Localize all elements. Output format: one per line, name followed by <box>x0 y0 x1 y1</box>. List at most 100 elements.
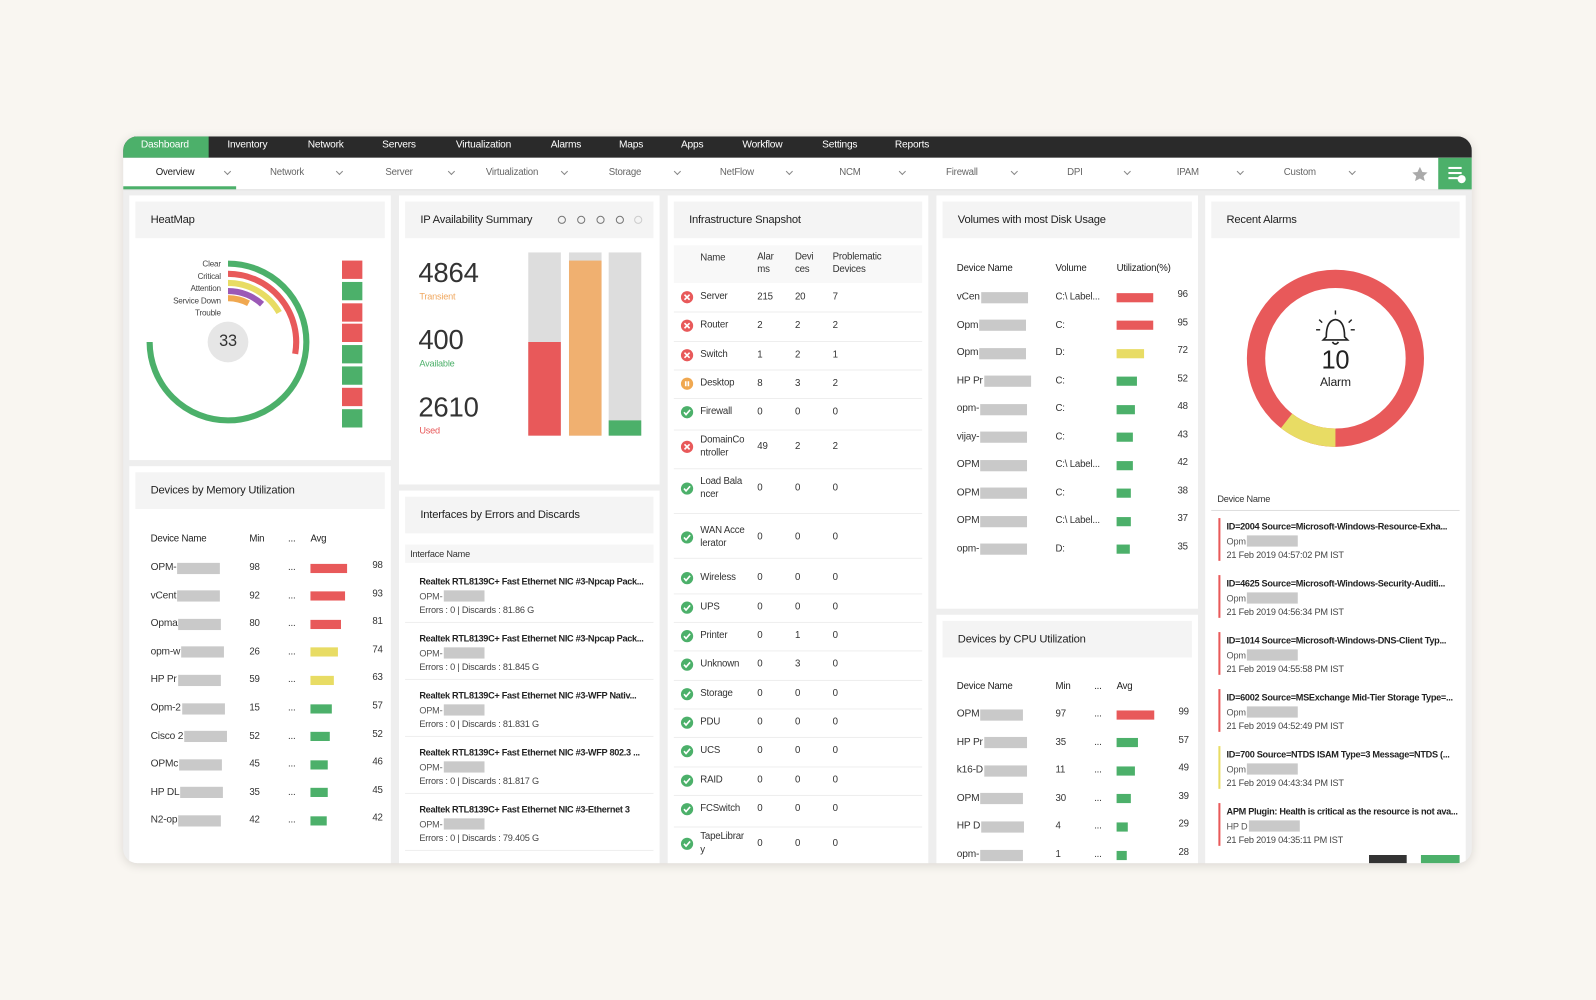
sub-nav-tab[interactable]: Custom <box>1283 166 1316 179</box>
utilization-value: 52 <box>1177 373 1188 385</box>
device-type: UCS <box>700 744 721 757</box>
nav-tab[interactable]: Dashboard <box>140 139 189 151</box>
sub-nav-tab[interactable]: Firewall <box>946 166 978 179</box>
avg-value: 42 <box>372 812 383 824</box>
nav-tab[interactable]: Servers <box>382 139 416 151</box>
sub-nav-tab[interactable]: Overview <box>155 166 195 179</box>
min-value: 92 <box>249 589 260 602</box>
avg-value: 57 <box>372 700 383 712</box>
alarm-message[interactable]: ID=700 Source=NTDS ISAM Type=3 Message=N… <box>1226 749 1450 760</box>
avg-bar <box>1116 766 1136 776</box>
masked-name <box>181 646 224 658</box>
device-name-text: HP D <box>1226 821 1248 832</box>
device-type: Load Balancer <box>700 475 743 500</box>
nav-tab[interactable]: Settings <box>822 139 858 151</box>
column-header: Problematic Devices <box>832 251 882 275</box>
alarm-message[interactable]: ID=6002 Source=MSExchange Mid-Tier Stora… <box>1226 692 1453 703</box>
device-name: OPMc <box>151 757 222 772</box>
problematic-count: 1 <box>832 349 838 361</box>
problematic-count: 2 <box>832 319 838 331</box>
utilization-value: 96 <box>1177 289 1188 301</box>
alarm-message[interactable]: ID=1014 Source=Microsoft-Windows-DNS-Cli… <box>1226 635 1447 646</box>
nav-tab[interactable]: Apps <box>680 139 704 151</box>
avg-value: 46 <box>372 756 383 768</box>
device-name: opm-w <box>151 645 224 660</box>
sub-nav-tab[interactable]: Storage <box>608 166 642 179</box>
row-divider <box>673 736 923 738</box>
alarm-count: 215 <box>757 291 773 303</box>
alarm-message[interactable]: ID=4625 Source=Microsoft-Windows-Securit… <box>1226 578 1446 589</box>
status-glyph <box>683 691 691 698</box>
min-value: 1 <box>1055 848 1061 861</box>
ellipsis: ... <box>288 561 296 574</box>
masked-name <box>979 319 1027 331</box>
status-glyph <box>683 485 691 493</box>
nav-tab[interactable]: Workflow <box>742 139 783 151</box>
ip-bar-fill <box>568 260 602 436</box>
problematic-count: 0 <box>832 572 838 584</box>
problematic-count: 0 <box>832 601 838 613</box>
alarm-count: 0 <box>757 774 763 786</box>
avg-bar <box>310 675 335 685</box>
sub-nav-tab[interactable]: Server <box>385 166 413 179</box>
masked-name <box>1246 706 1298 718</box>
heatmap-center <box>207 321 249 363</box>
alarm-message[interactable]: ID=2004 Source=Microsoft-Windows-Resourc… <box>1226 521 1448 532</box>
alarm-severity-bar <box>1218 632 1221 675</box>
volume-name: C: <box>1055 375 1065 387</box>
min-value: 98 <box>249 561 260 574</box>
nav-tab[interactable]: Maps <box>619 139 644 151</box>
heatmap-cell <box>342 387 363 406</box>
masked-name <box>980 515 1028 527</box>
panel-title: Recent Alarms <box>1226 213 1297 226</box>
nav-tab[interactable]: Inventory <box>227 139 268 151</box>
avg-value: 74 <box>372 644 383 656</box>
avg-value: 39 <box>1178 790 1190 802</box>
utilization-value: 37 <box>1177 513 1188 525</box>
interface-device: OPM- <box>419 816 485 831</box>
utilization-value: 95 <box>1177 317 1188 329</box>
column-header: ... <box>1094 680 1102 693</box>
row-divider <box>673 794 923 796</box>
heatmap-arc <box>146 260 310 424</box>
row-divider <box>405 792 654 794</box>
column-header: Avg <box>1116 680 1133 693</box>
masked-name <box>980 708 1024 721</box>
device-name-text: HP D <box>956 820 981 832</box>
alarm-count: 49 <box>757 440 768 452</box>
alarm-count: 0 <box>757 531 763 543</box>
sub-nav-tab[interactable]: Virtualization <box>485 166 539 179</box>
sub-nav-tab[interactable]: Network <box>270 166 305 179</box>
nav-tab[interactable]: Reports <box>894 139 930 151</box>
alarm-count: 2 <box>757 319 763 331</box>
device-name-text: vCen <box>956 291 980 303</box>
row-divider <box>673 467 923 469</box>
device-type: RAID <box>700 774 723 786</box>
nav-tab[interactable]: Alarms <box>550 139 582 151</box>
ellipsis: ... <box>288 674 296 686</box>
min-value: 35 <box>1055 736 1067 748</box>
sub-nav-tab[interactable]: IPAM <box>1176 166 1199 179</box>
status-glyph <box>683 777 691 785</box>
alarm-message[interactable]: APM Plugin: Health is critical as the re… <box>1226 806 1458 817</box>
device-name: OPM <box>957 707 1024 722</box>
status-glyph <box>683 661 691 669</box>
sub-nav-tab[interactable]: NCM <box>839 166 861 179</box>
panel-header <box>1211 201 1460 239</box>
nav-tab[interactable]: Virtualization <box>455 139 512 151</box>
device-name-text: opm- <box>956 403 980 415</box>
header-icon <box>615 215 624 224</box>
sub-nav-tab[interactable]: DPI <box>1067 166 1083 179</box>
alarm-time: 21 Feb 2019 04:35:11 PM IST <box>1226 834 1344 845</box>
active-tab-bg <box>123 136 209 158</box>
device-name-text: HP Pr <box>150 674 177 686</box>
heatmap-arc <box>227 295 250 307</box>
volume-name: C: <box>1055 403 1065 415</box>
sub-nav-tab[interactable]: NetFlow <box>719 166 754 179</box>
list-header-bg <box>405 544 654 563</box>
ellipsis: ... <box>288 646 296 658</box>
device-type: WAN Accelerator <box>700 524 745 549</box>
nav-tab[interactable]: Network <box>307 139 344 151</box>
panel-header <box>135 201 385 239</box>
alarm-count: 0 <box>757 688 763 700</box>
